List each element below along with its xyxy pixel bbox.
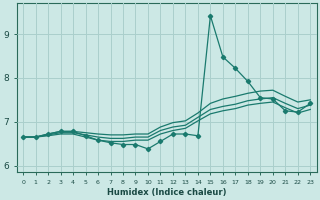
X-axis label: Humidex (Indice chaleur): Humidex (Indice chaleur) xyxy=(107,188,227,197)
